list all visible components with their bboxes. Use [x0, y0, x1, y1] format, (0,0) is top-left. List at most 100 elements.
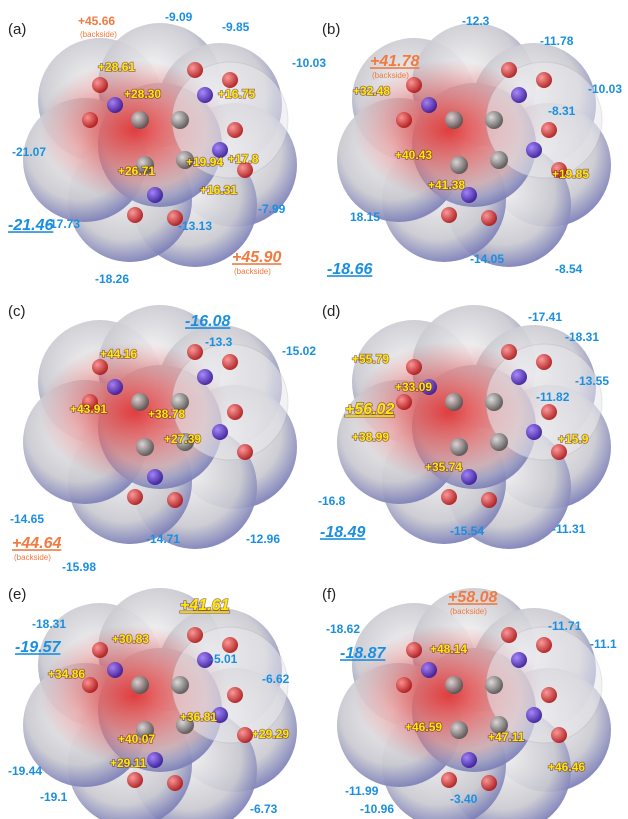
atom: [197, 652, 213, 668]
atom: [187, 344, 203, 360]
esp-surface: [337, 305, 611, 549]
esp-note: (backside): [234, 267, 271, 276]
atom: [526, 707, 542, 723]
esp-value: -10.96: [360, 802, 394, 816]
panel: (b) +41.78(backside) -12.3 -11.78 -10.03 +32.…: [322, 14, 622, 278]
esp-value: +58.08: [448, 589, 497, 606]
esp-value: -11.31: [552, 522, 586, 536]
esp-value: -6.62: [262, 672, 290, 686]
esp-value: -9.85: [222, 20, 250, 34]
atom: [461, 469, 477, 485]
esp-value: -11.1: [590, 637, 617, 651]
esp-value: +36.81: [180, 710, 217, 724]
esp-surface: [23, 23, 297, 267]
atom: [526, 142, 542, 158]
atom: [551, 162, 567, 178]
esp-value: +19.85: [552, 167, 589, 181]
atom: [511, 369, 527, 385]
atom: [396, 677, 412, 693]
atom: [406, 359, 422, 375]
esp-surface: [23, 588, 297, 819]
atom: [131, 676, 149, 694]
esp-value: -5.01: [210, 652, 238, 666]
panel-label: (a): [8, 21, 26, 38]
esp-value: -18.26: [95, 272, 129, 286]
panel: (f) +58.08(backside) -18.62 -18.87 -11.71 -11…: [322, 586, 617, 819]
panel-label: (f): [322, 586, 336, 603]
atom: [92, 642, 108, 658]
atom: [445, 676, 463, 694]
esp-value: +45.66: [78, 14, 115, 28]
atom: [541, 122, 557, 138]
esp-value: +28.61: [98, 60, 135, 74]
esp-value: +45.90: [232, 249, 281, 266]
panel: (d) -17.41-18.31 +55.79 -13.55 +33.09 -11.82 +…: [318, 303, 611, 549]
esp-value: +41.38: [428, 178, 465, 192]
atom: [136, 721, 154, 739]
atom: [237, 727, 253, 743]
esp-value: -10.03: [292, 56, 326, 70]
esp-value: -19.1: [40, 790, 68, 804]
esp-value: -19.44: [8, 764, 42, 778]
atom: [406, 77, 422, 93]
atom: [237, 162, 253, 178]
atom: [461, 752, 477, 768]
atom: [136, 156, 154, 174]
atom: [197, 369, 213, 385]
atom: [490, 151, 508, 169]
esp-value: -18.31: [565, 330, 599, 344]
atom: [441, 772, 457, 788]
esp-value: -17.73: [46, 217, 80, 231]
atom: [82, 677, 98, 693]
atom: [421, 379, 437, 395]
esp-value: +47.11: [488, 730, 525, 744]
esp-value: -13.55: [575, 374, 609, 388]
esp-value: +46.59: [405, 720, 442, 734]
atom: [536, 637, 552, 653]
atom: [485, 393, 503, 411]
esp-value: +48.14: [430, 642, 467, 656]
atom: [511, 652, 527, 668]
esp-value: +38.99: [352, 430, 389, 444]
atom: [176, 716, 194, 734]
esp-value: -12.3: [462, 14, 490, 28]
panel: (e) +41.61 -18.31 -19.57 +30.83 -5.01 -6.62 +34…: [8, 586, 297, 819]
esp-value: +32.48: [353, 84, 390, 98]
esp-value: +26.71: [118, 164, 155, 178]
esp-value: +30.83: [112, 632, 149, 646]
esp-value: +15.9: [558, 432, 589, 446]
esp-value: -14.71: [146, 532, 180, 546]
atom: [481, 775, 497, 791]
atom: [421, 662, 437, 678]
esp-value: -15.02: [282, 344, 316, 358]
esp-value: -18.87: [340, 645, 386, 662]
esp-surface: [337, 588, 611, 819]
atom: [92, 359, 108, 375]
atom: [551, 444, 567, 460]
esp-value: -11.71: [548, 619, 582, 633]
atom: [222, 637, 238, 653]
esp-value: +43.91: [70, 402, 107, 416]
atom: [441, 489, 457, 505]
panel-label: (b): [322, 21, 340, 38]
panel-label: (c): [8, 303, 26, 320]
esp-note: (backside): [14, 553, 51, 562]
atom: [541, 404, 557, 420]
atom: [227, 687, 243, 703]
atom: [82, 112, 98, 128]
esp-value: -8.31: [548, 104, 576, 118]
esp-value: +29.11: [110, 756, 147, 770]
atom: [92, 77, 108, 93]
atom: [551, 727, 567, 743]
atom: [526, 424, 542, 440]
esp-value: -14.65: [10, 512, 44, 526]
esp-value: -16.8: [318, 494, 346, 508]
esp-value: +16.75: [218, 87, 255, 101]
atom: [421, 97, 437, 113]
atom: [450, 156, 468, 174]
esp-value: +41.61: [180, 597, 229, 614]
esp-value: -12.96: [246, 532, 280, 546]
atom: [237, 444, 253, 460]
atom: [176, 151, 194, 169]
panel: (c) -16.08 -13.3 -15.02 +44.16 +43.91 +38.78 +2…: [8, 303, 316, 574]
